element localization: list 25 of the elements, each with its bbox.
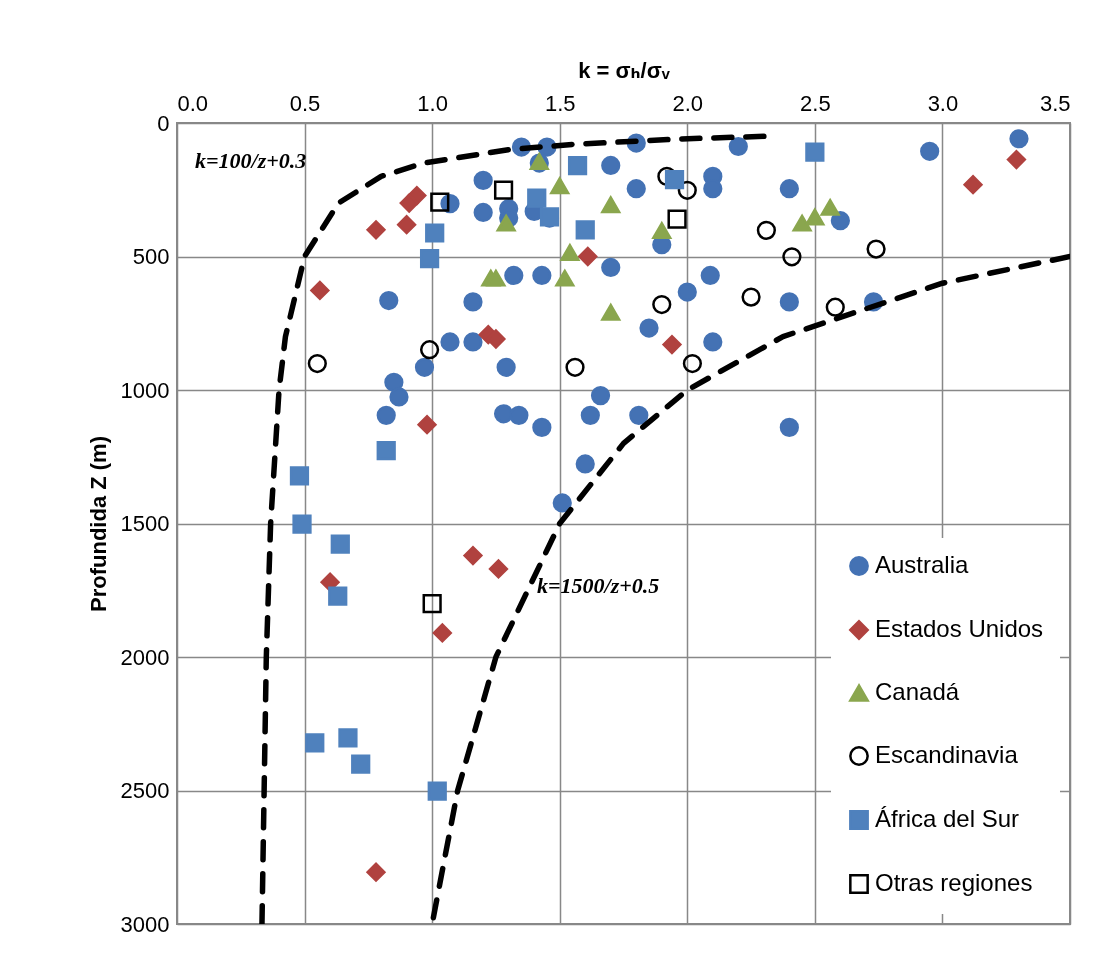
x-tick-label: 2.0 (672, 90, 704, 116)
legend-label: Estados Unidos (875, 615, 1044, 642)
y-tick-label: 500 (132, 244, 170, 269)
annotation: k=1500/z+0.5 (537, 573, 660, 598)
legend-label: África del Sur (875, 805, 1020, 832)
legend-label: Australia (875, 551, 970, 578)
y-tick-label: 2500 (120, 778, 170, 803)
x-tick-label: 1.5 (544, 90, 576, 116)
y-tick-label: 1000 (120, 377, 170, 403)
x-tick-label: 3.0 (927, 90, 959, 116)
x-tick-label: 0.0 (177, 90, 209, 116)
x-tick-label: 2.5 (800, 90, 831, 116)
x-tick-label: 3.5 (1039, 90, 1071, 116)
y-tick-label: 2000 (120, 644, 170, 670)
legend-label: Canadá (875, 678, 960, 705)
legend-label: Escandinavia (875, 741, 1019, 768)
y-tick-label: 0 (157, 110, 170, 136)
annotation: k=100/z+0.3 (195, 148, 307, 173)
x-tick-label: 1.0 (417, 90, 448, 116)
x-tick-label: 0.5 (289, 90, 321, 116)
legend-label: Otras regiones (875, 869, 1033, 896)
y-axis-title: Profundida Z (m) (85, 436, 111, 612)
y-tick-label: 3000 (120, 911, 170, 937)
x-axis-title: k = σₕ/σᵥ (578, 57, 671, 83)
y-tick-label: 1500 (120, 511, 170, 536)
